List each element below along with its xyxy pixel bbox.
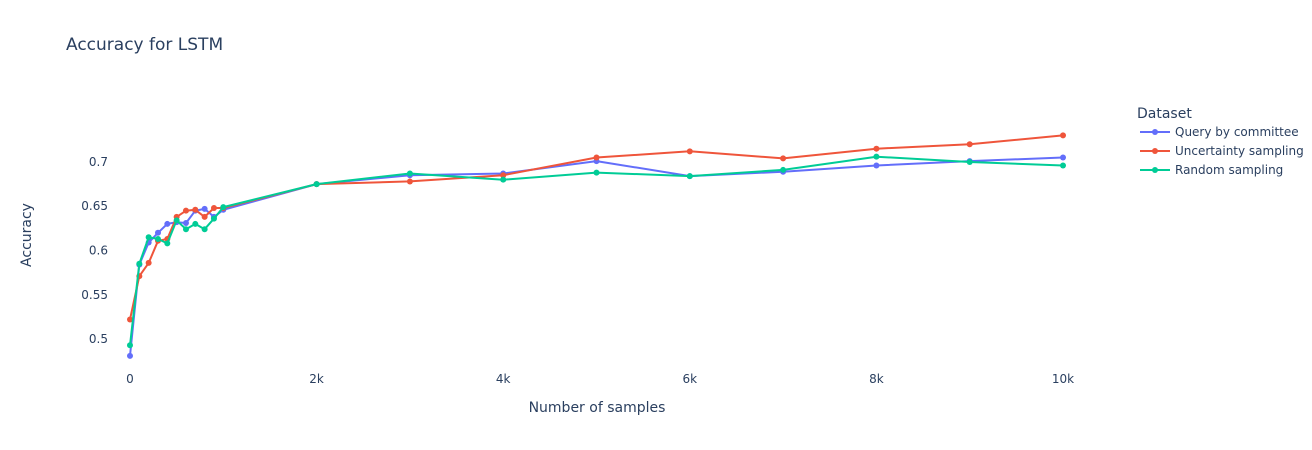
data-point[interactable] [500, 172, 507, 179]
data-point[interactable] [154, 235, 161, 242]
data-point[interactable] [873, 153, 880, 160]
x-axis-label: Number of samples [529, 400, 666, 416]
data-point[interactable] [192, 220, 199, 227]
legend-item-random-sampling[interactable]: Random sampling [1140, 163, 1283, 177]
plot-background [116, 100, 1077, 370]
data-point[interactable] [182, 226, 189, 233]
legend-item-query-by-committee[interactable]: Query by committee [1140, 125, 1299, 139]
data-point[interactable] [406, 178, 413, 185]
data-point[interactable] [966, 141, 973, 148]
x-tick-label: 2k [309, 372, 324, 386]
chart-title: Accuracy for LSTM [66, 35, 223, 55]
data-point[interactable] [201, 205, 208, 212]
legend-swatch-marker [1152, 148, 1158, 154]
data-point[interactable] [500, 176, 507, 183]
y-tick-label: 0.5 [89, 332, 108, 346]
data-point[interactable] [1060, 132, 1067, 139]
legend-item-uncertainty-sampling[interactable]: Uncertainty sampling [1140, 144, 1304, 158]
data-point[interactable] [192, 206, 199, 213]
legend-label: Query by committee [1175, 125, 1299, 139]
x-axis-ticks: 0 2k 4k 6k 8k 10k [126, 372, 1074, 386]
legend-title: Dataset [1137, 106, 1192, 122]
legend-swatch-marker [1152, 129, 1158, 135]
data-point[interactable] [220, 204, 227, 211]
y-tick-label: 0.6 [89, 243, 108, 257]
data-point[interactable] [593, 154, 600, 161]
data-point[interactable] [182, 207, 189, 214]
data-point[interactable] [1060, 162, 1067, 169]
x-tick-label: 6k [683, 372, 698, 386]
data-point[interactable] [966, 158, 973, 165]
data-point[interactable] [1060, 154, 1067, 161]
data-point[interactable] [126, 352, 133, 359]
data-point[interactable] [126, 316, 133, 323]
data-point[interactable] [780, 155, 787, 162]
data-point[interactable] [873, 145, 880, 152]
legend-swatch-marker [1152, 167, 1158, 173]
data-point[interactable] [686, 148, 693, 155]
data-point[interactable] [182, 220, 189, 227]
data-point[interactable] [406, 170, 413, 177]
data-point[interactable] [593, 169, 600, 176]
y-tick-label: 0.7 [89, 155, 108, 169]
data-point[interactable] [136, 260, 143, 267]
x-tick-label: 4k [496, 372, 511, 386]
data-point[interactable] [873, 162, 880, 169]
data-point[interactable] [145, 234, 152, 241]
data-point[interactable] [154, 229, 161, 236]
x-tick-label: 10k [1052, 372, 1074, 386]
legend[interactable]: Dataset Query by committee Uncertainty sa… [1137, 106, 1304, 177]
y-tick-label: 0.65 [81, 199, 108, 213]
data-point[interactable] [145, 259, 152, 266]
legend-label: Uncertainty sampling [1175, 144, 1304, 158]
y-axis-ticks: 0.5 0.55 0.6 0.65 0.7 [81, 155, 108, 346]
data-point[interactable] [780, 166, 787, 173]
data-point[interactable] [173, 217, 180, 224]
data-point[interactable] [210, 205, 217, 211]
series-random-sampling [126, 153, 1067, 349]
data-point[interactable] [164, 240, 171, 247]
data-point[interactable] [313, 181, 320, 188]
data-point[interactable] [201, 226, 208, 233]
data-point[interactable] [126, 342, 133, 349]
y-axis-label: Accuracy [19, 203, 35, 267]
x-tick-label: 0 [126, 372, 134, 386]
series-group [126, 132, 1067, 359]
data-point[interactable] [201, 213, 208, 220]
data-point[interactable] [686, 173, 693, 180]
plot-area [116, 100, 1077, 370]
legend-label: Random sampling [1175, 163, 1283, 177]
x-tick-label: 8k [869, 372, 884, 386]
y-tick-label: 0.55 [81, 288, 108, 302]
data-point[interactable] [164, 220, 171, 227]
data-point[interactable] [210, 215, 217, 222]
